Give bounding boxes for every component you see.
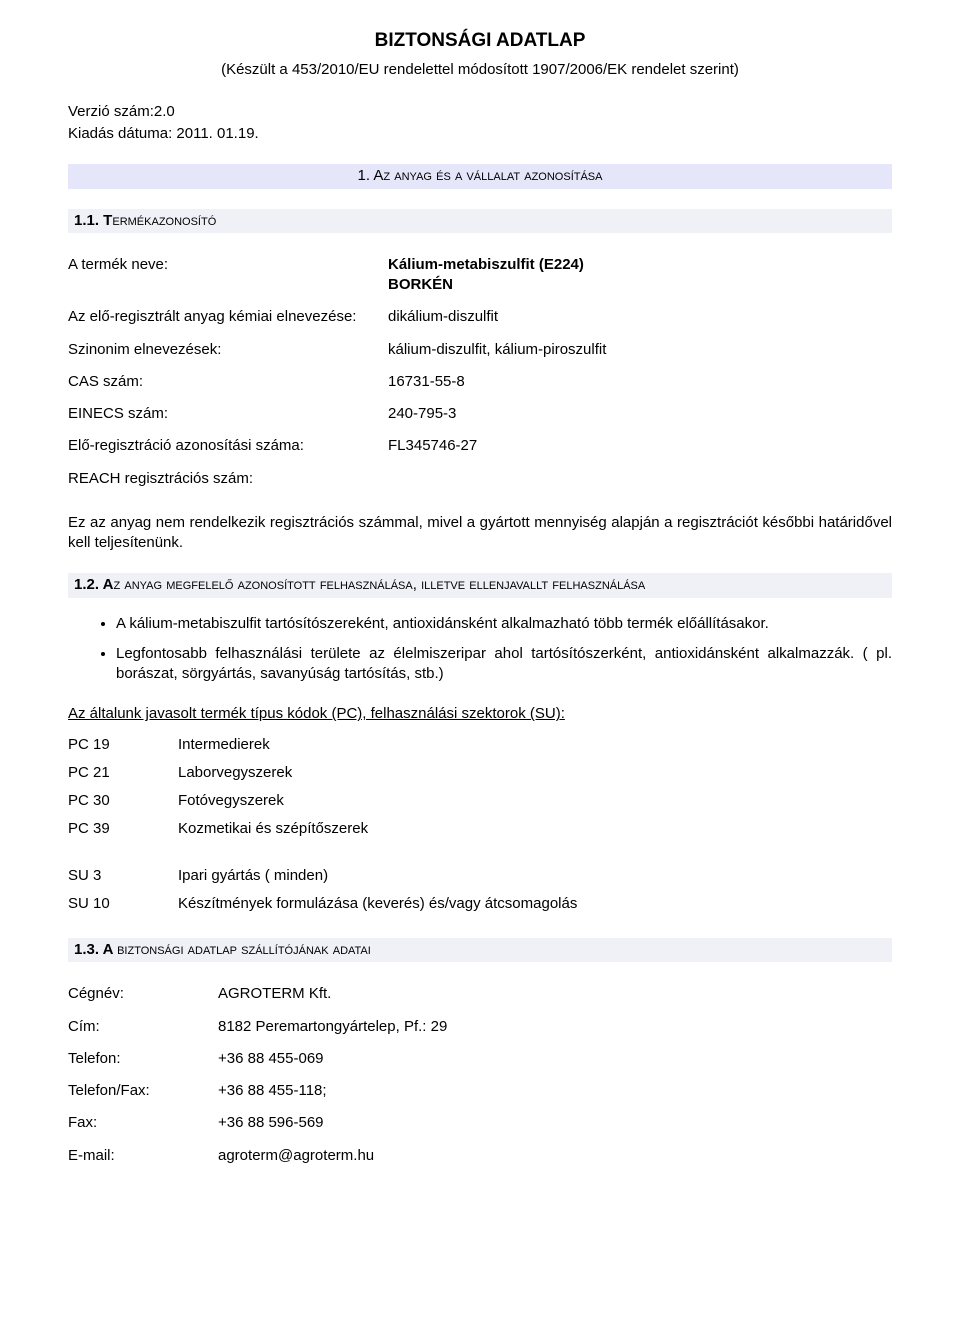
company-label: Cégnév:: [68, 978, 218, 1010]
chem-value: dikálium-diszulfit: [388, 301, 892, 333]
syn-label: Szinonim elnevezések:: [68, 334, 388, 366]
product-name-line2: BORKÉN: [388, 276, 453, 293]
pc-code: PC 30: [68, 787, 178, 815]
prereg-label: Elő-regisztráció azonosítási száma:: [68, 430, 388, 462]
pc-code: PC 39: [68, 815, 178, 843]
table-row: Fax:+36 88 596-569: [68, 1107, 892, 1139]
table-row: EINECS szám: 240-795-3: [68, 398, 892, 430]
fax-label: Fax:: [68, 1107, 218, 1139]
table-row: Cím:8182 Peremartongyártelep, Pf.: 29: [68, 1011, 892, 1043]
table-row: Cégnév:AGROTERM Kft.: [68, 978, 892, 1010]
sub12-title-b: illetve ellenjavallt felhasználása: [421, 576, 645, 593]
sub11-title: ermékazonosító: [112, 212, 216, 229]
sub12-num: 1.2. A: [74, 576, 113, 593]
product-name-label: A termék neve:: [68, 249, 388, 302]
table-row: Telefon/Fax:+36 88 455-118;: [68, 1075, 892, 1107]
supplier-table: Cégnév:AGROTERM Kft. Cím:8182 Peremarton…: [68, 978, 892, 1172]
einecs-label: EINECS szám:: [68, 398, 388, 430]
product-name-value: Kálium-metabiszulfit (E224) BORKÉN: [388, 249, 892, 302]
chem-label: Az elő-regisztrált anyag kémiai elnevezé…: [68, 301, 388, 333]
su-table: SU 3Ipari gyártás ( minden) SU 10Készítm…: [68, 862, 577, 919]
table-row: REACH regisztrációs szám:: [68, 463, 892, 495]
pc-label: Intermedierek: [178, 731, 368, 759]
pc-label: Laborvegyszerek: [178, 759, 368, 787]
syn-value: kálium-diszulfit, kálium-piroszulfit: [388, 334, 892, 366]
sub12-title-a: z anyag megfelelő azonosított felhasznál…: [113, 576, 412, 593]
table-row: PC 30Fotóvegyszerek: [68, 787, 368, 815]
telfax-value: +36 88 455-118;: [218, 1075, 892, 1107]
tel-label: Telefon:: [68, 1043, 218, 1075]
reach-label: REACH regisztrációs szám:: [68, 463, 388, 495]
einecs-value: 240-795-3: [388, 398, 892, 430]
date-line: Kiadás dátuma: 2011. 01.19.: [68, 124, 892, 144]
pc-code: PC 21: [68, 759, 178, 787]
table-row: A termék neve: Kálium-metabiszulfit (E22…: [68, 249, 892, 302]
section-1-title: Az anyag és a vállalat azonosítása: [370, 167, 602, 184]
section-1-bar: 1. Az anyag és a vállalat azonosítása: [68, 164, 892, 188]
pc-label: Fotóvegyszerek: [178, 787, 368, 815]
cas-label: CAS szám:: [68, 366, 388, 398]
sub13-title: biztonsági adatlap szállítójának adatai: [117, 941, 371, 958]
list-item: A kálium-metabiszulfit tartósítószerekén…: [116, 614, 892, 634]
su-label: Készítmények formulázása (keverés) és/va…: [178, 890, 577, 918]
addr-value: 8182 Peremartongyártelep, Pf.: 29: [218, 1011, 892, 1043]
email-label: E-mail:: [68, 1140, 218, 1172]
addr-label: Cím:: [68, 1011, 218, 1043]
table-row: PC 39Kozmetikai és szépítőszerek: [68, 815, 368, 843]
table-row: Elő-regisztráció azonosítási száma: FL34…: [68, 430, 892, 462]
registration-note: Ez az anyag nem rendelkezik regisztráció…: [68, 513, 892, 554]
version-value: 2.0: [154, 103, 175, 120]
version-label: Verzió szám:: [68, 103, 154, 120]
su-code: SU 10: [68, 890, 178, 918]
version-line: Verzió szám:2.0: [68, 102, 892, 122]
su-label: Ipari gyártás ( minden): [178, 862, 577, 890]
doc-subtitle: (Készült a 453/2010/EU rendelettel módos…: [68, 60, 892, 80]
sub11-num: 1.1. T: [74, 212, 112, 229]
table-row: PC 21Laborvegyszerek: [68, 759, 368, 787]
product-name-line1: Kálium-metabiszulfit (E224): [388, 256, 584, 273]
pc-table: PC 19Intermedierek PC 21Laborvegyszerek …: [68, 731, 368, 844]
subsection-13-bar: 1.3. A biztonsági adatlap szállítójának …: [68, 938, 892, 962]
table-row: SU 10Készítmények formulázása (keverés) …: [68, 890, 577, 918]
sub13-num: 1.3. A: [74, 941, 117, 958]
date-value: 2011. 01.19.: [176, 125, 258, 142]
uses-list: A kálium-metabiszulfit tartósítószerekén…: [68, 614, 892, 685]
date-label: Kiadás dátuma:: [68, 125, 172, 142]
email-value: agroterm@agroterm.hu: [218, 1140, 892, 1172]
table-row: Telefon:+36 88 455-069: [68, 1043, 892, 1075]
table-row: Szinonim elnevezések: kálium-diszulfit, …: [68, 334, 892, 366]
table-row: PC 19Intermedierek: [68, 731, 368, 759]
subsection-11-bar: 1.1. Termékazonosító: [68, 209, 892, 233]
reach-value: [388, 463, 892, 495]
table-row: Az elő-regisztrált anyag kémiai elnevezé…: [68, 301, 892, 333]
section-1-num: 1.: [358, 167, 371, 184]
prereg-value: FL345746-27: [388, 430, 892, 462]
telfax-label: Telefon/Fax:: [68, 1075, 218, 1107]
company-value: AGROTERM Kft.: [218, 978, 892, 1010]
cas-value: 16731-55-8: [388, 366, 892, 398]
table-row: SU 3Ipari gyártás ( minden): [68, 862, 577, 890]
product-table: A termék neve: Kálium-metabiszulfit (E22…: [68, 249, 892, 495]
list-item: Legfontosabb felhasználási területe az é…: [116, 644, 892, 685]
pc-heading: Az általunk javasolt termék típus kódok …: [68, 704, 892, 724]
pc-label: Kozmetikai és szépítőszerek: [178, 815, 368, 843]
table-row: CAS szám: 16731-55-8: [68, 366, 892, 398]
su-code: SU 3: [68, 862, 178, 890]
table-row: E-mail:agroterm@agroterm.hu: [68, 1140, 892, 1172]
tel-value: +36 88 455-069: [218, 1043, 892, 1075]
sub12-comma: ,: [413, 576, 421, 593]
subsection-12-bar: 1.2. Az anyag megfelelő azonosított felh…: [68, 573, 892, 597]
doc-title: BIZTONSÁGI ADATLAP: [68, 28, 892, 54]
fax-value: +36 88 596-569: [218, 1107, 892, 1139]
pc-code: PC 19: [68, 731, 178, 759]
